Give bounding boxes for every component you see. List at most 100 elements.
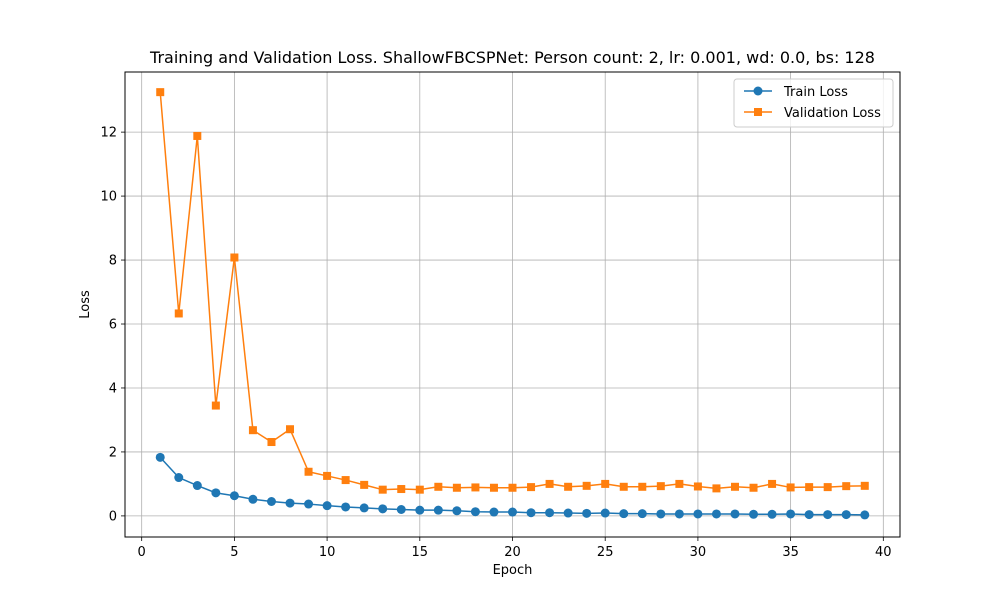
validation-loss-point [860, 481, 869, 490]
y-tick-label: 8 [109, 254, 117, 269]
validation-loss-point [489, 483, 498, 492]
validation-loss-point [230, 253, 239, 262]
validation-loss-point [805, 483, 814, 492]
y-tick-label: 12 [100, 126, 117, 141]
x-tick-label: 25 [597, 545, 614, 560]
validation-loss-series [156, 88, 869, 494]
train-loss-point [378, 504, 388, 514]
train-loss-point [711, 509, 721, 519]
train-loss-point [767, 509, 777, 519]
validation-loss-point [378, 485, 387, 494]
train-loss-point [322, 501, 332, 511]
train-loss-point [841, 510, 851, 520]
validation-loss-point [545, 479, 554, 488]
validation-loss-point [730, 482, 739, 491]
y-tick-label: 10 [100, 190, 117, 205]
train-loss-point [786, 509, 796, 519]
train-loss-point [266, 497, 276, 507]
x-tick-label: 30 [690, 545, 707, 560]
y-tick-label: 2 [109, 445, 117, 460]
validation-loss-point [471, 483, 480, 492]
validation-loss-point [582, 481, 591, 490]
train-loss-point [433, 505, 443, 515]
validation-loss-point [527, 483, 536, 492]
x-tick-label: 40 [875, 545, 892, 560]
validation-loss-point [248, 426, 257, 435]
train-loss-point [304, 499, 314, 509]
x-tick-label: 20 [504, 545, 521, 560]
validation-loss-point [823, 483, 832, 492]
validation-loss-point [638, 482, 647, 491]
train-loss-point [248, 494, 258, 504]
legend-validation-label: Validation Loss [784, 106, 881, 121]
y-tick-label: 4 [109, 381, 117, 396]
train-loss-point [285, 498, 295, 508]
validation-loss-point [675, 479, 684, 488]
x-tick-label: 15 [412, 545, 429, 560]
validation-loss-point [304, 467, 313, 476]
train-loss-point [359, 503, 369, 513]
validation-loss-point [452, 483, 461, 492]
train-loss-point [470, 507, 480, 517]
validation-loss-point [434, 482, 443, 491]
validation-loss-point [397, 485, 406, 494]
validation-loss-point [193, 131, 202, 140]
validation-loss-point [341, 476, 350, 485]
train-loss-point [730, 509, 740, 519]
legend-train-marker [753, 86, 763, 96]
x-tick-label: 0 [138, 545, 146, 560]
train-loss-point [637, 509, 647, 519]
train-loss-point [545, 508, 555, 518]
validation-loss-point [360, 480, 369, 489]
train-loss-point [823, 510, 833, 520]
validation-loss-point [415, 485, 424, 494]
train-loss-point [341, 502, 351, 512]
x-tick-label: 35 [782, 545, 799, 560]
train-loss-point [860, 510, 870, 520]
validation-loss-point [601, 479, 610, 488]
y-tick-label: 0 [109, 509, 117, 524]
validation-loss-point [508, 483, 517, 492]
y-tick-label: 6 [109, 318, 117, 333]
axis-ticks: 0 5 10 15 20 25 30 35 40 0 2 4 6 8 10 12 [100, 126, 891, 560]
validation-loss-point [286, 425, 295, 434]
train-loss-point [619, 509, 629, 519]
legend: Train Loss Validation Loss [733, 78, 894, 128]
chart-title: Training and Validation Loss. ShallowFBC… [149, 48, 875, 67]
train-loss-point [804, 510, 814, 520]
train-loss-point [563, 508, 573, 518]
legend-box [733, 78, 894, 128]
validation-loss-point [786, 483, 795, 492]
validation-loss-point [768, 479, 777, 488]
validation-loss-point [267, 438, 276, 447]
validation-loss-point [323, 471, 332, 480]
validation-loss-point [564, 482, 573, 491]
validation-loss-point [693, 482, 702, 491]
y-axis-label: Loss [78, 290, 93, 319]
validation-loss-point [619, 482, 628, 491]
validation-loss-point [842, 482, 851, 491]
train-loss-point [489, 507, 499, 517]
validation-loss-point [656, 482, 665, 491]
train-loss-point [526, 508, 536, 518]
x-tick-label: 5 [230, 545, 238, 560]
validation-loss-point [211, 401, 220, 410]
train-loss-point [656, 509, 666, 519]
validation-loss-point [174, 309, 183, 318]
train-loss-point [674, 509, 684, 519]
validation-loss-point [156, 88, 165, 97]
validation-loss-point [749, 483, 758, 492]
train-loss-point [600, 508, 610, 518]
validation-loss-point [712, 484, 721, 493]
train-loss-point [211, 488, 221, 498]
train-loss-point [415, 505, 425, 515]
legend-validation-marker [754, 108, 762, 116]
x-axis-label: Epoch [493, 563, 533, 578]
x-tick-label: 10 [319, 545, 336, 560]
train-loss-point [582, 508, 592, 518]
train-loss-series [155, 452, 870, 520]
train-loss-point [229, 491, 239, 501]
train-loss-point [396, 504, 406, 514]
